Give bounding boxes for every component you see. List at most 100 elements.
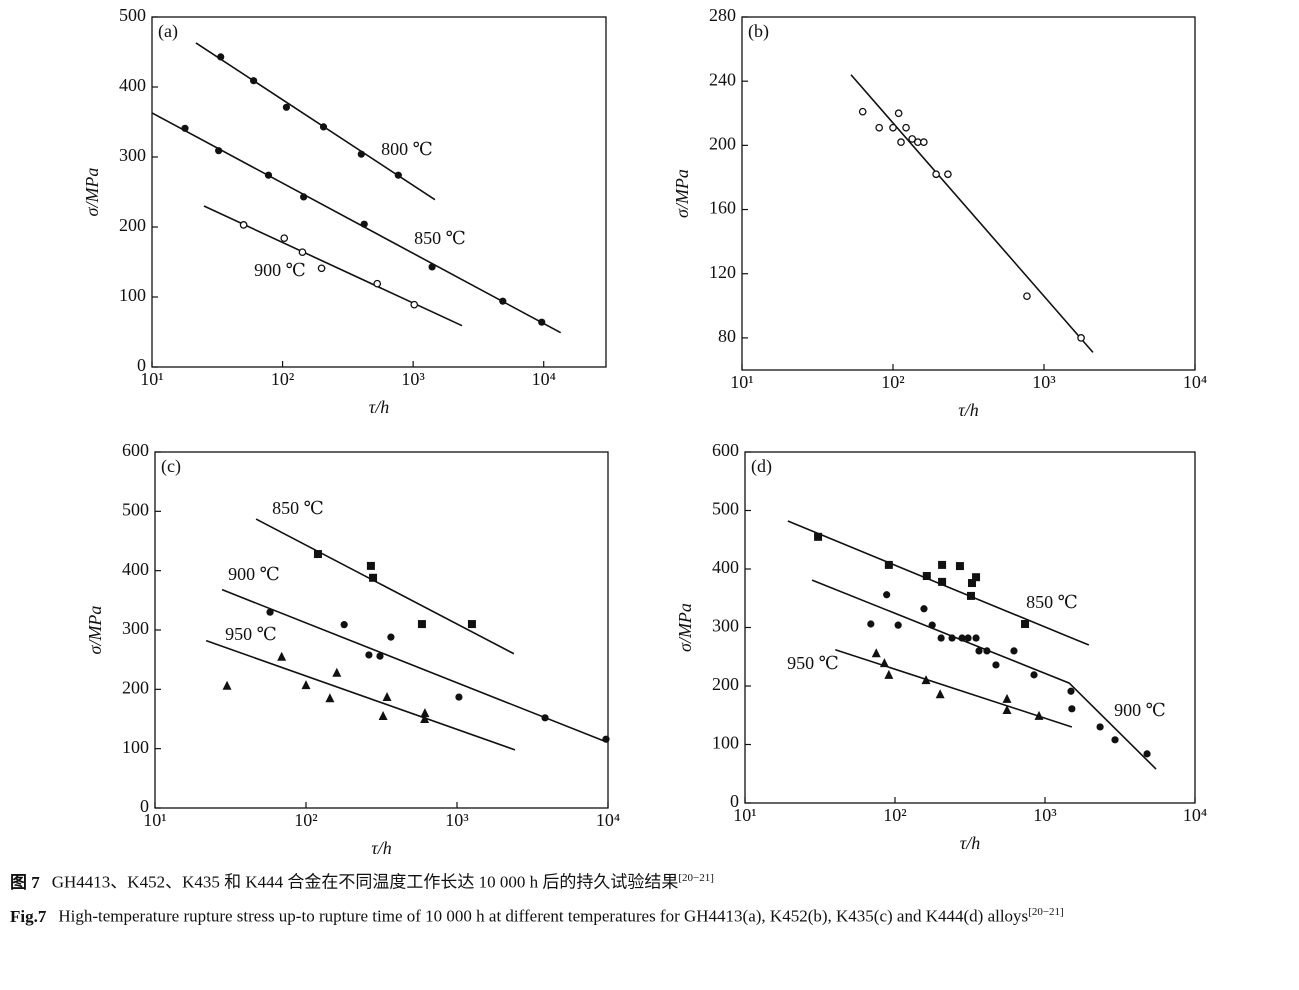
point: [332, 667, 342, 677]
point: [250, 77, 258, 85]
fit-line: [835, 648, 1073, 728]
point: [282, 103, 291, 111]
series-label: 950 ℃: [225, 624, 277, 644]
point: [499, 297, 507, 305]
caption-text: GH4413、K452、K435 和 K444 合金在不同温度工作长达 10 0…: [51, 872, 679, 892]
point: [948, 634, 956, 642]
y-tick-label: 160: [709, 198, 736, 218]
x-tick-label: 10³: [1033, 805, 1057, 825]
x-tick-label: 10²: [881, 372, 904, 392]
point: [325, 693, 335, 703]
y-tick-label: 500: [712, 499, 739, 519]
x-tick-label: 10⁴: [1183, 805, 1207, 825]
point: [455, 693, 463, 701]
point: [964, 634, 972, 642]
fit-line: [811, 579, 1157, 770]
point: [975, 647, 983, 655]
x-tick-label: 10⁴: [596, 810, 620, 830]
caption-cn: 图 7 GH4413、K452、K435 和 K444 合金在不同温度工作长达 1…: [10, 862, 1295, 899]
point: [889, 123, 897, 132]
plot-frame: [154, 451, 609, 809]
point: [938, 560, 947, 569]
y-tick-label: 300: [119, 145, 146, 165]
point: [602, 735, 610, 743]
point: [921, 675, 931, 685]
y-axis-label: σ/MPa: [675, 603, 695, 652]
caption-text: High-temperature rupture stress up-to ru…: [58, 906, 1029, 926]
figure: 10¹ 10² 10³ 10⁴ 0 100 200 300 400 500 (a) τ/h σ/MPa 8…: [82, 5, 1207, 858]
point: [1023, 292, 1031, 301]
point: [382, 692, 392, 702]
point: [944, 170, 952, 179]
y-tick-label: 400: [122, 559, 149, 579]
point: [875, 123, 884, 132]
point: [894, 621, 902, 629]
panel-label: (b): [748, 21, 769, 42]
point: [920, 605, 928, 613]
y-tick-label: 280: [709, 5, 736, 25]
point: [239, 221, 248, 229]
point: [894, 109, 903, 118]
plot-frame: [744, 451, 1196, 804]
series-label: 800 ℃: [381, 139, 433, 159]
panel-label: (c): [161, 456, 181, 477]
y-tick-label: 500: [122, 499, 149, 519]
y-tick-label: 200: [122, 677, 149, 697]
y-tick-label: 500: [119, 5, 146, 25]
y-tick-label: 400: [119, 75, 146, 95]
point: [394, 171, 402, 179]
x-tick-label: 10⁴: [532, 369, 556, 389]
y-tick-label: 300: [712, 616, 739, 636]
point: [301, 680, 311, 690]
point: [1077, 334, 1085, 342]
point: [222, 680, 232, 690]
point: [1010, 647, 1018, 655]
series-label: 950 ℃: [787, 653, 839, 673]
point: [908, 135, 917, 143]
point: [958, 634, 966, 642]
caption-label: Fig.7: [10, 906, 47, 926]
panel-label: (d): [751, 456, 772, 477]
y-tick-label: 200: [712, 674, 739, 694]
point: [897, 138, 905, 147]
point: [814, 532, 823, 541]
y-tick-label: 0: [730, 791, 739, 811]
point: [937, 634, 945, 642]
point: [972, 634, 980, 642]
point: [181, 124, 189, 132]
point: [935, 689, 945, 699]
point: [1111, 736, 1119, 744]
point: [1021, 619, 1030, 628]
point: [955, 562, 964, 571]
y-tick-label: 300: [122, 618, 149, 638]
point: [420, 708, 430, 718]
y-tick-label: 240: [709, 69, 736, 89]
x-tick-label: 10³: [1032, 372, 1056, 392]
point: [280, 234, 289, 243]
series-label: 850 ℃: [272, 498, 324, 518]
point: [902, 123, 910, 132]
x-tick-label: 10³: [445, 810, 469, 830]
point: [300, 193, 308, 201]
point: [1002, 704, 1012, 714]
plot-frame: [741, 16, 1196, 371]
point: [266, 608, 274, 616]
y-tick-label: 0: [140, 796, 149, 816]
point: [1096, 723, 1104, 731]
point: [919, 138, 928, 147]
y-tick-label: 120: [709, 262, 736, 282]
point: [858, 107, 867, 116]
y-axis-label: σ/MPa: [672, 169, 692, 218]
point: [357, 150, 365, 158]
y-axis-label: σ/MPa: [82, 168, 102, 217]
point: [541, 714, 549, 722]
point: [428, 263, 436, 271]
y-tick-label: 100: [712, 733, 739, 753]
y-tick-label: 100: [119, 285, 146, 305]
x-axis-label: τ/h: [369, 397, 389, 417]
x-tick-label: 10¹: [143, 810, 166, 830]
x-tick-label: 10³: [401, 369, 425, 389]
point: [298, 248, 307, 257]
point: [879, 658, 889, 668]
